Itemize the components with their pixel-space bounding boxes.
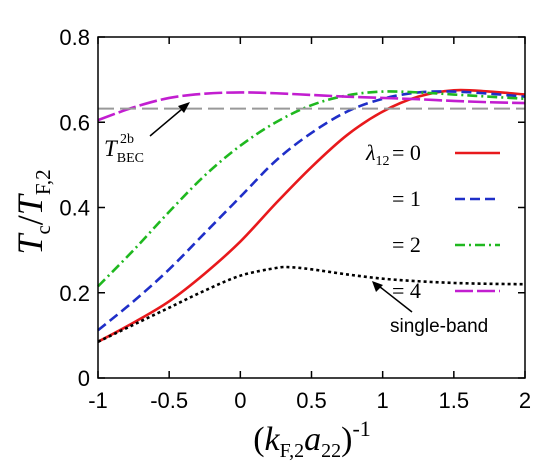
legend-label-3: = 4 <box>392 278 421 303</box>
legend-label-2: = 2 <box>392 232 421 257</box>
y-tick-label: 0 <box>78 366 90 391</box>
legend-lambda-label: λ12 <box>365 140 390 169</box>
tbec-label-superscript: 2b <box>120 132 134 147</box>
y-tick-label: 0.2 <box>59 281 90 306</box>
series-layer <box>97 88 526 343</box>
single-band-label: single-band <box>390 316 488 337</box>
single-band-arrow <box>372 281 413 313</box>
legend-lines <box>455 151 500 293</box>
x-axis-label: (kF,2a22)-1 <box>253 416 371 462</box>
x-tick-label: 0.5 <box>296 388 327 413</box>
x-tick-label: -1 <box>88 388 108 413</box>
tbec-arrow <box>149 102 190 137</box>
y-tick-label: 0.4 <box>59 196 90 221</box>
series-line-lambda-2 <box>97 90 526 288</box>
series-line-single-band <box>97 265 526 343</box>
legend-label-1: = 1 <box>392 186 421 211</box>
y-tick-label: 0.8 <box>59 25 90 50</box>
legend-label-0: = 0 <box>392 140 421 165</box>
x-tick-label: 0 <box>234 388 246 413</box>
ticks-layer: -1 -0.5 0 0.5 1 1.5 2 0 0.2 0.4 0.6 0.8 <box>59 25 531 413</box>
y-tick-label: 0.6 <box>59 110 90 135</box>
legend: λ12 = 0 = 1 = 2 = 4 <box>365 140 500 303</box>
x-tick-label: -0.5 <box>150 388 188 413</box>
y-axis-label: Tc/TF,2 <box>10 169 55 254</box>
series-line-lambda-4 <box>97 91 526 122</box>
tbec-label: TBEC <box>104 136 144 166</box>
x-tick-label: 2 <box>519 388 531 413</box>
x-tick-label: 1.5 <box>439 388 470 413</box>
x-tick-label: 1 <box>377 388 389 413</box>
series-line-lambda-1 <box>97 90 526 332</box>
series-line-lambda-0 <box>97 88 526 343</box>
